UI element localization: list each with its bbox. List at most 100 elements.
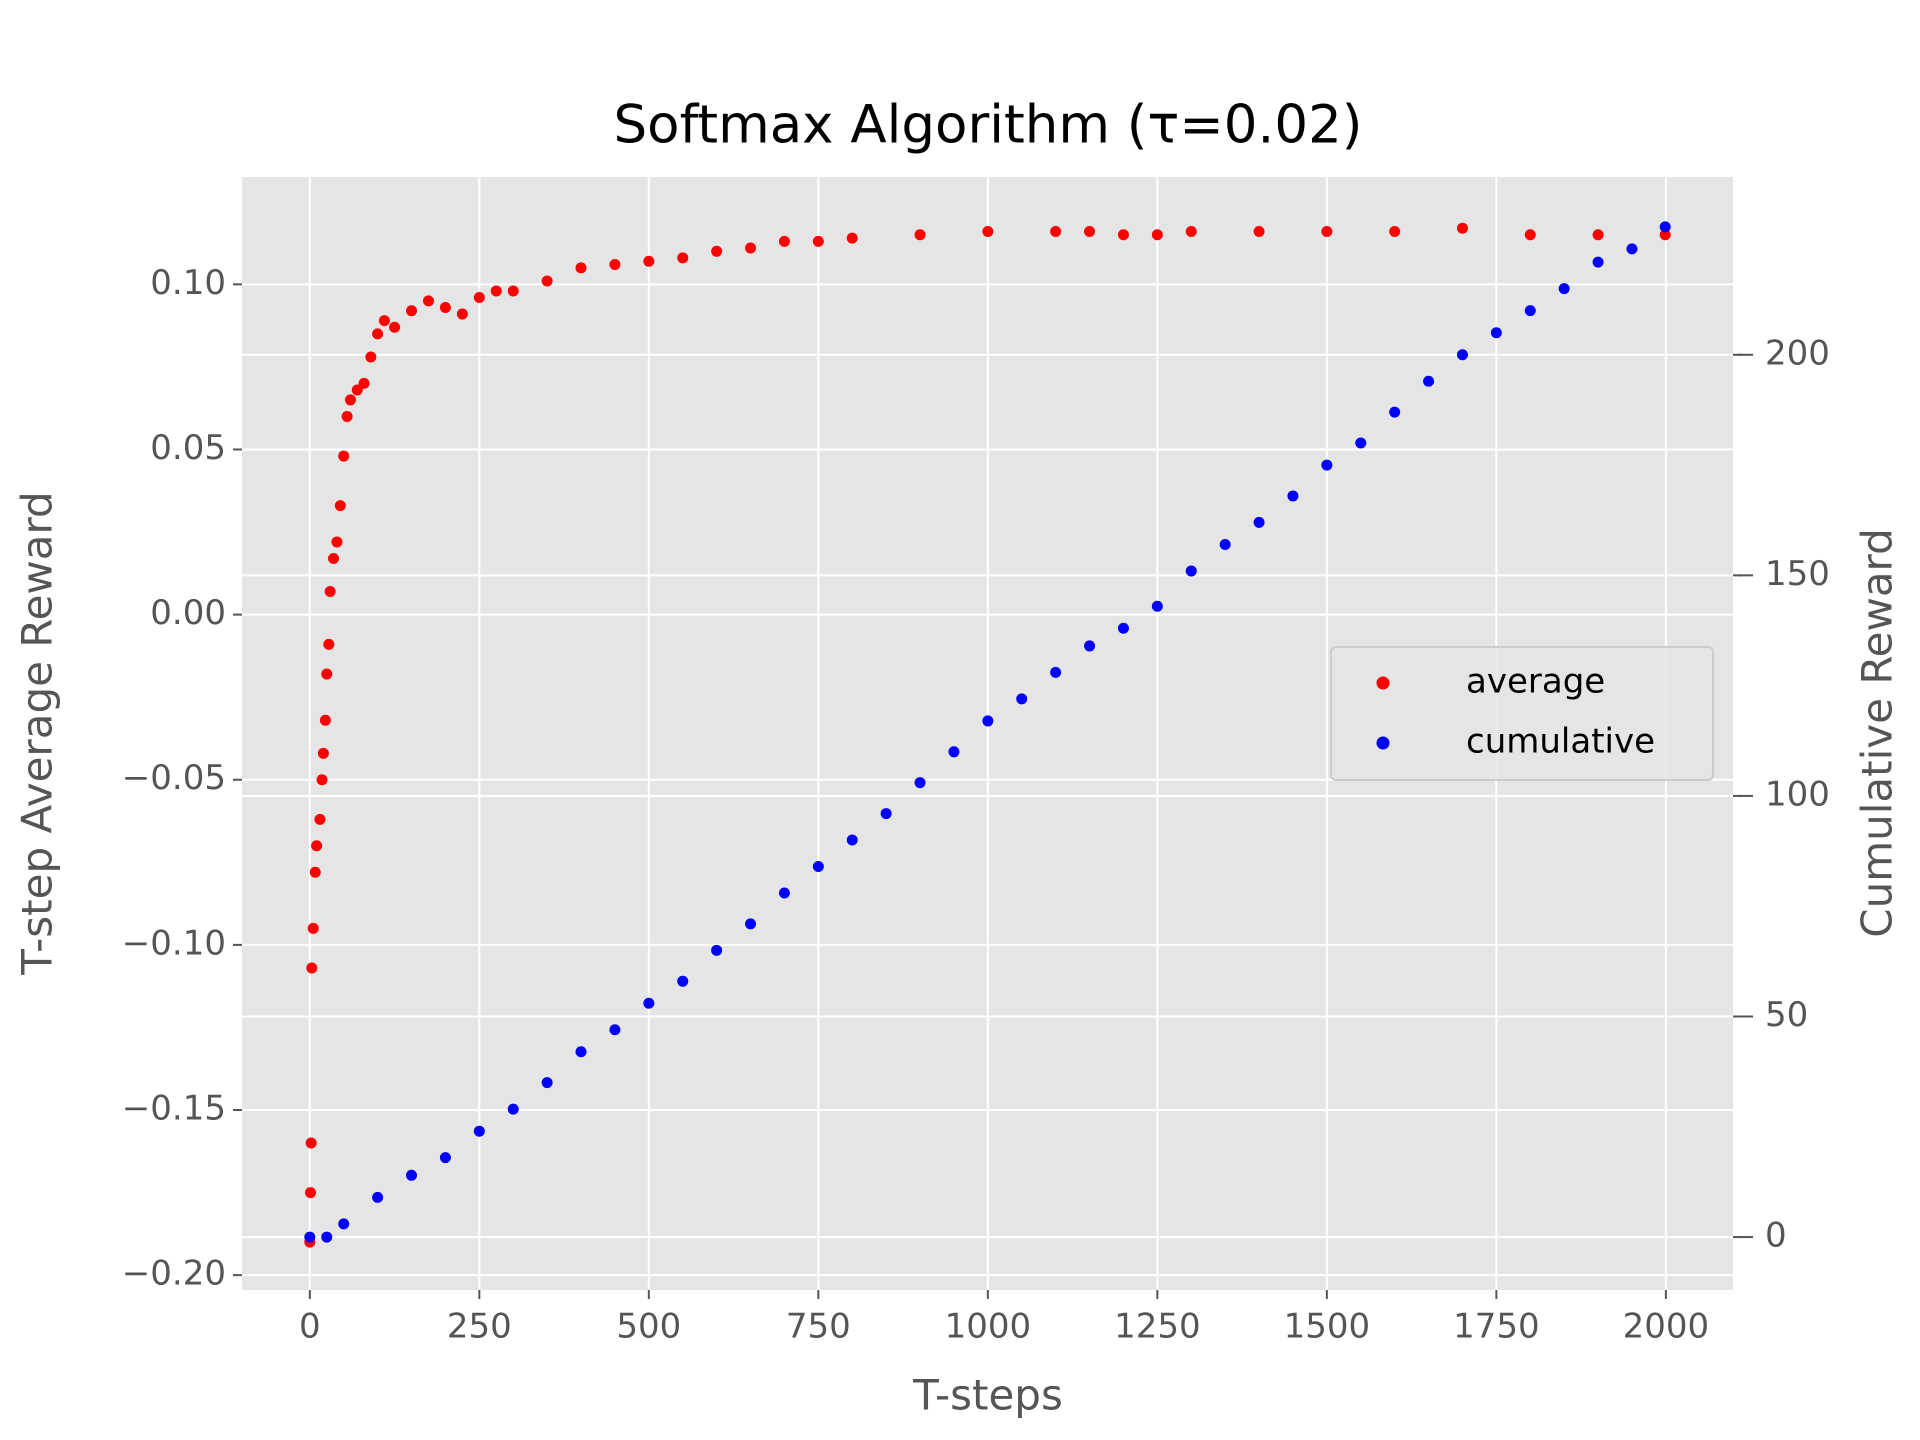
data-point (439, 301, 451, 313)
data-point (1185, 225, 1197, 237)
data-point (319, 714, 331, 726)
data-point (1659, 221, 1671, 233)
x-tick-label: 500 (616, 1307, 681, 1347)
data-point (1253, 516, 1265, 528)
x-tick-label: 1000 (945, 1307, 1032, 1347)
data-point (677, 252, 689, 264)
x-tick-label: 1500 (1284, 1307, 1371, 1347)
data-point (372, 1191, 384, 1203)
x-tick-label: 1750 (1453, 1307, 1540, 1347)
data-point (341, 410, 353, 422)
data-point (846, 232, 858, 244)
data-point (1321, 225, 1333, 237)
data-point (643, 255, 655, 267)
data-point (473, 1125, 485, 1137)
data-point (334, 500, 346, 512)
legend-label: average (1466, 662, 1605, 702)
x-axis-label: T-steps (912, 1371, 1063, 1420)
y2-tick-label: 0 (1765, 1216, 1787, 1256)
data-point (541, 275, 553, 287)
data-point (344, 394, 356, 406)
data-point (328, 552, 340, 564)
data-point (422, 295, 434, 307)
data-point (1151, 229, 1163, 241)
data-point (306, 962, 318, 974)
data-point (1626, 243, 1638, 255)
y2-tick-label: 200 (1765, 333, 1830, 373)
data-point (541, 1077, 553, 1089)
data-point (305, 1137, 317, 1149)
y-tick-label: −0.05 (122, 758, 226, 798)
data-point (338, 1218, 350, 1230)
data-point (1524, 305, 1536, 317)
data-point (1524, 229, 1536, 241)
data-point (406, 305, 418, 317)
legend-marker (1376, 736, 1390, 750)
data-point (1558, 283, 1570, 295)
data-point (309, 866, 321, 878)
data-point (1253, 225, 1265, 237)
data-point (1050, 666, 1062, 678)
x-tick-label: 750 (786, 1307, 851, 1347)
data-point (456, 308, 468, 320)
data-point (609, 1024, 621, 1036)
data-point (439, 1152, 451, 1164)
data-point (778, 887, 790, 899)
x-tick-label: 2000 (1623, 1307, 1710, 1347)
data-point (331, 536, 343, 548)
y-tick-label: 0.10 (150, 263, 226, 303)
data-point (711, 944, 723, 956)
y2-axis-label: Cumulative Reward (1853, 528, 1902, 937)
data-point (490, 285, 502, 297)
data-point (575, 262, 587, 274)
data-point (812, 235, 824, 247)
data-point (1389, 225, 1401, 237)
legend-marker (1376, 676, 1390, 690)
data-point (314, 813, 326, 825)
data-point (507, 1103, 519, 1115)
data-point (1219, 538, 1231, 550)
data-point (1592, 229, 1604, 241)
data-point (1592, 256, 1604, 268)
data-point (316, 774, 328, 786)
data-point (846, 834, 858, 846)
data-point (351, 384, 363, 396)
data-point (324, 585, 336, 597)
data-point (321, 668, 333, 680)
data-point (948, 746, 960, 758)
y2-tick-label: 100 (1765, 774, 1830, 814)
data-point (1659, 229, 1671, 241)
data-point (643, 997, 655, 1009)
data-point (358, 377, 370, 389)
y-tick-label: −0.15 (122, 1089, 226, 1129)
data-point (914, 777, 926, 789)
data-point (880, 808, 892, 820)
y-tick-label: 0.00 (150, 593, 226, 633)
y-tick-label: −0.10 (122, 923, 226, 963)
data-point (507, 285, 519, 297)
data-point (745, 242, 757, 254)
data-point (711, 245, 723, 257)
data-point (609, 259, 621, 271)
data-point (1084, 640, 1096, 652)
data-point (307, 922, 319, 934)
data-point (365, 351, 377, 363)
data-point (1456, 222, 1468, 234)
data-point (1355, 437, 1367, 449)
data-point (323, 638, 335, 650)
data-point (677, 975, 689, 987)
legend-label: cumulative (1466, 722, 1655, 762)
data-point (982, 225, 994, 237)
data-point (317, 747, 329, 759)
y2-tick-label: 50 (1765, 995, 1808, 1035)
data-point (372, 328, 384, 340)
data-point (338, 450, 350, 462)
data-point (812, 861, 824, 873)
data-point (575, 1046, 587, 1058)
data-point (745, 918, 757, 930)
legend-box (1330, 646, 1714, 781)
data-point (1117, 622, 1129, 634)
data-point (304, 1187, 316, 1199)
chart-title: Softmax Algorithm (τ=0.02) (614, 95, 1363, 156)
